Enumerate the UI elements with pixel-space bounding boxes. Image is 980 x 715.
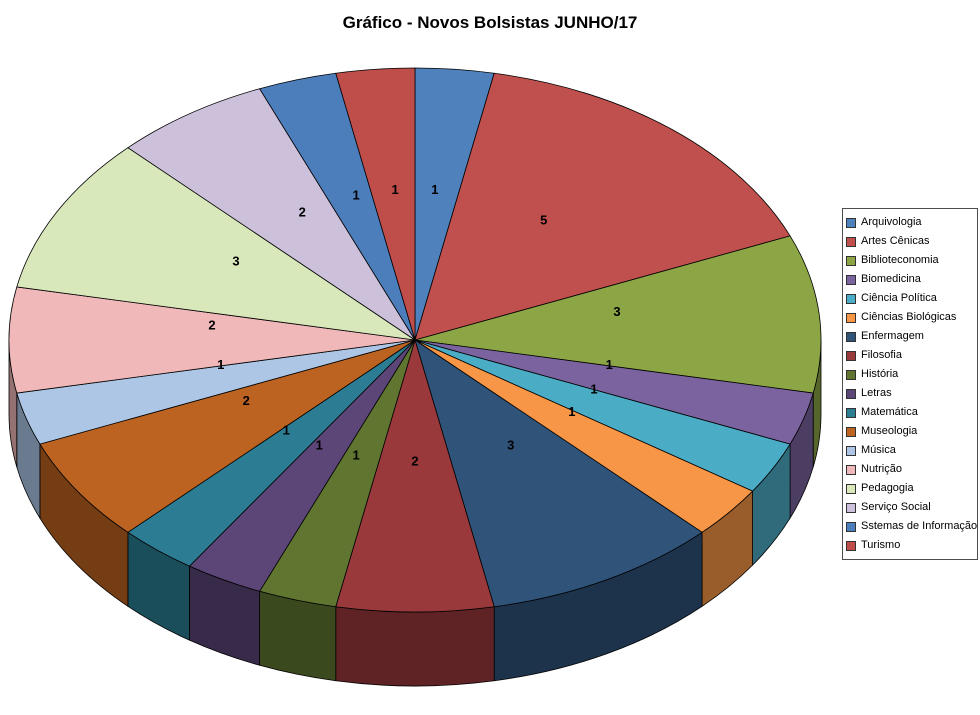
legend-swatch <box>846 464 856 475</box>
data-label-historia: 1 <box>352 448 359 463</box>
legend-item-turismo: Turismo <box>846 536 974 555</box>
legend-label: Museologia <box>861 425 918 437</box>
legend-item-nutricao: Nutrição <box>846 460 974 479</box>
pie-slice-pedagogia <box>16 147 416 341</box>
legend-swatch <box>846 502 856 513</box>
data-label-pedagogia: 3 <box>232 253 239 268</box>
legend-swatch <box>846 217 856 228</box>
legend-swatch <box>846 540 856 551</box>
legend-item-artes-cenicas: Artes Cênicas <box>846 232 974 251</box>
legend-item-musica: Música <box>846 441 974 460</box>
legend-item-arquivologia: Arquivologia <box>846 213 974 232</box>
data-label-biblioteconomia: 3 <box>613 304 620 319</box>
legend-label: Arquivologia <box>861 216 922 228</box>
legend-item-historia: História <box>846 365 974 384</box>
data-label-turismo: 1 <box>391 182 398 197</box>
legend-swatch <box>846 521 856 532</box>
legend-swatch <box>846 407 856 418</box>
legend-swatch <box>846 445 856 456</box>
data-label-arquivologia: 1 <box>431 182 438 197</box>
legend-item-servico-social: Serviço Social <box>846 498 974 517</box>
data-label-artes-cenicas: 5 <box>540 212 547 227</box>
legend-label: Biblioteconomia <box>861 254 939 266</box>
data-label-ciencia-politica: 1 <box>590 382 597 397</box>
pie-slice-enfermagem <box>414 339 703 608</box>
legend-item-ciencias-biologicas: Ciências Biológicas <box>846 308 974 327</box>
pie-slice-side-filosofia <box>335 606 495 687</box>
legend-label: Nutrição <box>861 463 902 475</box>
data-label-biomedicina: 1 <box>606 357 613 372</box>
legend-swatch <box>846 369 856 380</box>
legend-item-biblioteconomia: Biblioteconomia <box>846 251 974 270</box>
pie-slice-turismo <box>335 67 416 341</box>
legend-label: História <box>861 368 899 380</box>
legend-label: Sstemas de Informação <box>861 520 978 532</box>
legend-item-enfermagem: Enfermagem <box>846 327 974 346</box>
data-label-enfermagem: 3 <box>507 437 514 452</box>
data-label-sstemas-de-informacao: 1 <box>352 187 359 202</box>
data-label-servico-social: 2 <box>299 204 306 219</box>
legend-item-sstemas-de-informacao: Sstemas de Informação <box>846 517 978 536</box>
legend-label: Artes Cênicas <box>861 235 930 247</box>
legend-swatch <box>846 388 856 399</box>
legend-label: Turismo <box>861 539 901 551</box>
legend-label: Serviço Social <box>861 501 931 513</box>
legend-item-museologia: Museologia <box>846 422 974 441</box>
pie-slice-museologia <box>39 339 416 533</box>
legend-swatch <box>846 331 856 342</box>
legend-item-ciencia-politica: Ciência Política <box>846 289 974 308</box>
legend-swatch <box>846 236 856 247</box>
pie-slice-filosofia <box>335 338 495 613</box>
pie-slice-servico-social <box>127 88 416 341</box>
legend-label: Biomedicina <box>861 273 921 285</box>
legend-label: Filosofia <box>861 349 902 361</box>
legend-label: Enfermagem <box>861 330 924 342</box>
pie-slice-biblioteconomia <box>414 235 822 394</box>
legend-item-filosofia: Filosofia <box>846 346 974 365</box>
legend: Arquivologia Artes Cênicas Biblioteconomia… <box>842 208 978 560</box>
legend-item-biomedicina: Biomedicina <box>846 270 974 289</box>
legend-label: Ciências Biológicas <box>861 311 957 323</box>
data-label-ciencias-biologicas: 1 <box>568 404 575 419</box>
legend-label: Música <box>861 444 896 456</box>
legend-swatch <box>846 426 856 437</box>
legend-swatch <box>846 483 856 494</box>
legend-swatch <box>846 274 856 285</box>
legend-swatch <box>846 350 856 361</box>
legend-label: Pedagogia <box>861 482 914 494</box>
chart-title: Gráfico - Novos Bolsistas JUNHO/17 <box>342 13 638 32</box>
data-label-letras: 1 <box>316 437 323 452</box>
data-label-nutricao: 2 <box>208 318 215 333</box>
legend-swatch <box>846 255 856 266</box>
pie-slice-nutricao <box>8 286 416 394</box>
legend-label: Ciência Política <box>861 292 937 304</box>
legend-item-matematica: Matemática <box>846 403 974 422</box>
pie-slice-artes-cenicas <box>414 72 791 341</box>
legend-item-pedagogia: Pedagogia <box>846 479 974 498</box>
legend-swatch <box>846 312 856 323</box>
data-label-museologia: 2 <box>243 393 250 408</box>
legend-item-letras: Letras <box>846 384 974 403</box>
legend-label: Matemática <box>861 406 918 418</box>
legend-swatch <box>846 293 856 304</box>
legend-label: Letras <box>861 387 892 399</box>
data-label-filosofia: 2 <box>411 454 418 469</box>
data-label-matematica: 1 <box>283 423 290 438</box>
data-label-musica: 1 <box>217 357 224 372</box>
